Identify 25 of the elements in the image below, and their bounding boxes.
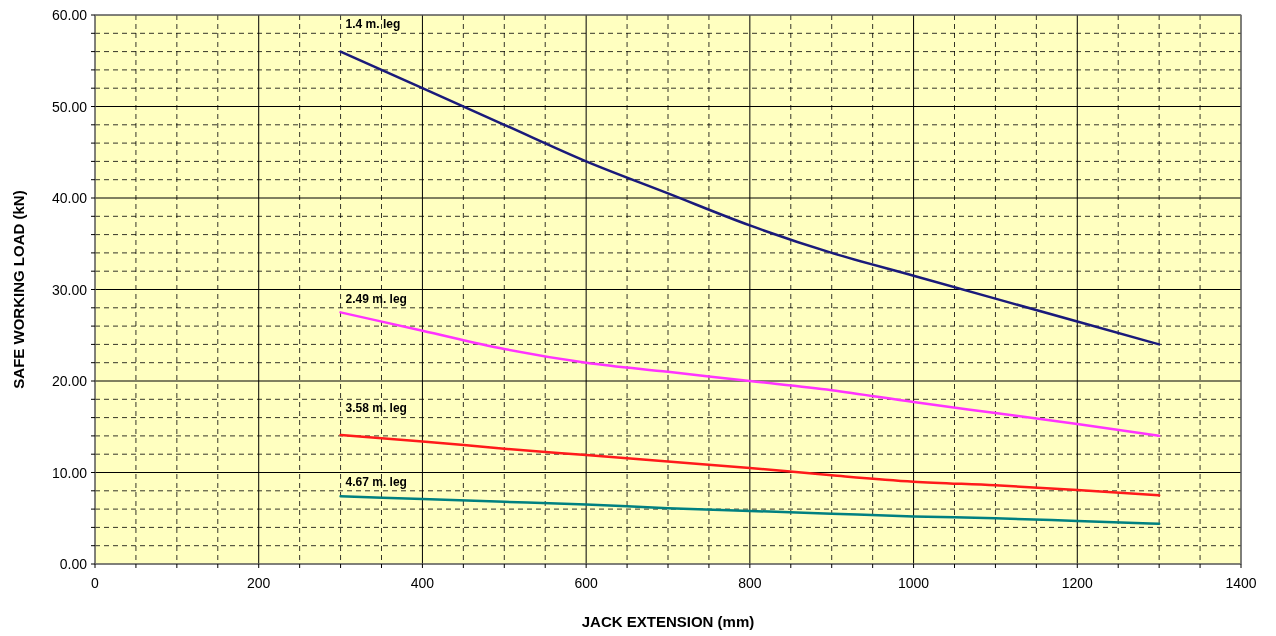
x-tick-label: 200 <box>247 575 271 591</box>
y-tick-label: 40.00 <box>51 190 88 206</box>
line-series <box>339 311 1161 438</box>
series-label: 1.4 m. leg <box>345 17 401 32</box>
y-tick-label: 20.00 <box>51 373 88 389</box>
x-tick-label: 1200 <box>1061 575 1094 591</box>
y-tick-label: 30.00 <box>51 281 88 298</box>
x-tick-label: 1000 <box>897 575 930 591</box>
line-series <box>339 50 1161 346</box>
x-tick-label: 400 <box>410 575 435 591</box>
y-axis-title: SAFE WORKING LOAD (kN) <box>10 190 27 389</box>
x-axis-title: JACK EXTENSION (mm) <box>581 613 755 630</box>
x-tick-label: 600 <box>574 575 599 591</box>
y-tick-label: 10.00 <box>51 464 88 481</box>
x-tick-label: 1400 <box>1225 575 1257 591</box>
series-label: 3.58 m. leg <box>345 401 407 416</box>
line-series <box>339 433 1161 497</box>
series-label: 4.67 m. leg <box>345 474 407 489</box>
series-label: 2.49 m. leg <box>345 291 407 306</box>
y-tick-label: 50.00 <box>51 98 88 115</box>
y-tick-label: 0.00 <box>59 556 88 572</box>
line-series <box>339 495 1161 525</box>
x-tick-label: 0 <box>91 575 100 591</box>
y-tick-label: 60.00 <box>51 7 88 23</box>
x-tick-label: 800 <box>738 575 762 591</box>
